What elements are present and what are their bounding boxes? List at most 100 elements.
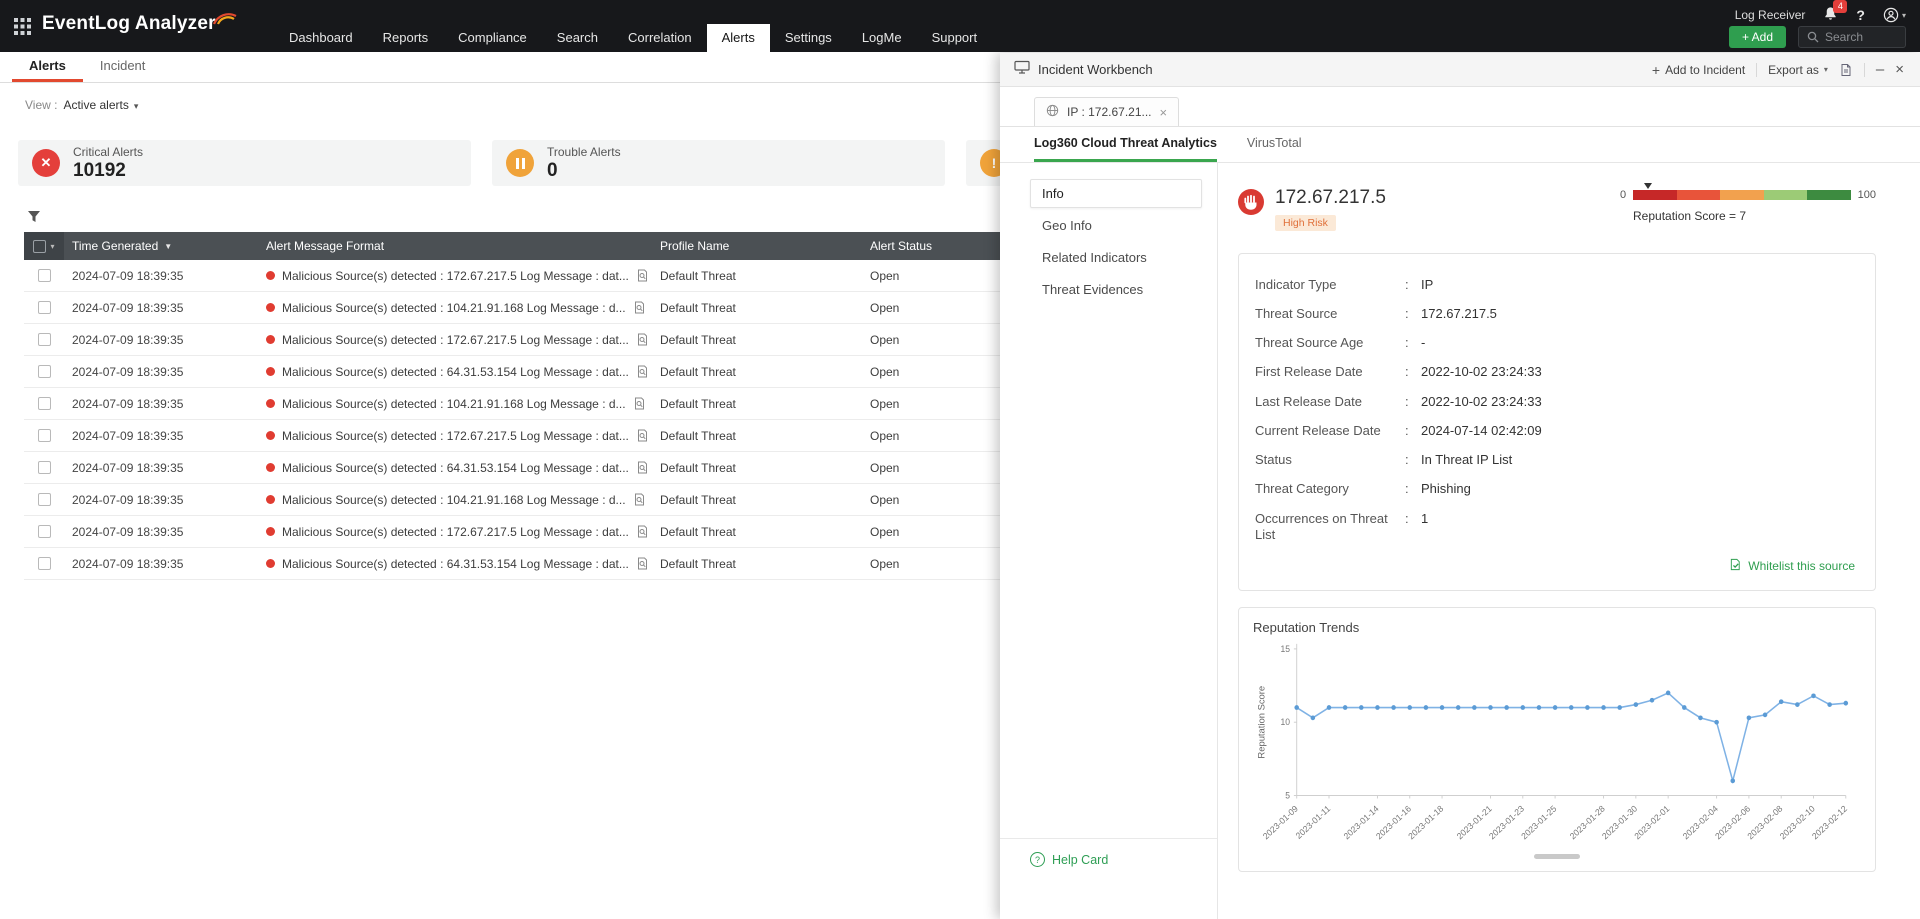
- notifications-bell-icon[interactable]: 4: [1823, 0, 1848, 24]
- select-all-checkbox[interactable]: [33, 239, 47, 253]
- cell-profile-name: Default Threat: [660, 460, 736, 475]
- nav-item-search[interactable]: Search: [556, 30, 598, 45]
- cell-profile-name: Default Threat: [660, 364, 736, 379]
- sidebar-item-info[interactable]: Info: [1030, 179, 1202, 208]
- alert-severity-dot: [266, 271, 275, 280]
- separator: [1756, 62, 1758, 77]
- export-file-icon[interactable]: [1839, 63, 1853, 77]
- nav-item-compliance[interactable]: Compliance: [458, 30, 527, 45]
- add-to-incident-button[interactable]: + Add to Incident: [1651, 61, 1746, 78]
- row-checkbox-cell: [24, 397, 64, 410]
- table-row[interactable]: 2024-07-09 18:39:35 Malicious Source(s) d…: [24, 420, 1920, 452]
- view-label: View :: [25, 98, 58, 112]
- view-selected[interactable]: Active alerts: [63, 98, 129, 112]
- stat-card-critical-alerts[interactable]: ✕ Critical Alerts 10192: [18, 140, 471, 186]
- scale-segment-2: [1720, 190, 1764, 200]
- row-checkbox[interactable]: [37, 301, 51, 314]
- stat-card-trouble-alerts[interactable]: Trouble Alerts 0: [492, 140, 945, 186]
- table-filter-icon[interactable]: [27, 210, 41, 228]
- table-row[interactable]: 2024-07-09 18:39:35 Malicious Source(s) d…: [24, 548, 1920, 580]
- incident-workbench-panel: Incident Workbench + Add to Incident Exp…: [1000, 53, 1920, 919]
- view-log-icon[interactable]: [636, 269, 649, 282]
- row-checkbox-cell: [24, 301, 64, 314]
- nav-item-logme[interactable]: LogMe: [861, 30, 902, 45]
- chart-scrollbar-thumb[interactable]: [1534, 853, 1580, 859]
- svg-text:15: 15: [1281, 643, 1291, 653]
- view-log-icon[interactable]: [633, 301, 646, 314]
- view-log-icon[interactable]: [636, 429, 649, 442]
- workbench-tabstrip: IP : 172.67.21... ×: [1000, 87, 1920, 127]
- table-row[interactable]: 2024-07-09 18:39:35 Malicious Source(s) d…: [24, 260, 1920, 292]
- sidebar-item-threat-evidences[interactable]: Threat Evidences: [1042, 282, 1144, 297]
- view-log-icon[interactable]: [636, 525, 649, 538]
- user-menu[interactable]: ▾: [1883, 7, 1906, 23]
- nav-item-settings[interactable]: Settings: [784, 30, 832, 45]
- row-checkbox[interactable]: [37, 269, 51, 282]
- row-checkbox[interactable]: [37, 525, 51, 538]
- nav-item-dashboard[interactable]: Dashboard: [289, 30, 353, 45]
- detail-label: First Release Date: [1255, 364, 1363, 380]
- sidebar-item-geo-info[interactable]: Geo Info: [1042, 218, 1092, 233]
- row-checkbox[interactable]: [37, 333, 51, 346]
- indicator-details-rows: Indicator Type: IP Threat Source:172.67.21…: [1255, 270, 1857, 550]
- cell-alert-message: Malicious Source(s) detected : 172.67.21…: [258, 269, 652, 283]
- minimize-icon[interactable]: –: [1875, 61, 1885, 78]
- nav-item-reports[interactable]: Reports: [382, 30, 429, 45]
- view-log-icon[interactable]: [633, 493, 646, 506]
- view-log-icon[interactable]: [636, 365, 649, 378]
- column-header-profile-name[interactable]: Profile Name: [660, 239, 730, 253]
- nav-item-alerts[interactable]: Alerts: [706, 24, 770, 52]
- subtab-log360-cloud-threat-analytics[interactable]: Log360 Cloud Threat Analytics: [1034, 127, 1217, 162]
- whitelist-source-link[interactable]: Whitelist this source: [1255, 550, 1857, 582]
- sidebar-item-related-indicators[interactable]: Related Indicators: [1042, 250, 1147, 265]
- row-checkbox[interactable]: [37, 429, 51, 442]
- help-card-link[interactable]: ? Help Card: [1030, 852, 1108, 867]
- view-log-icon[interactable]: [636, 333, 649, 346]
- app-grid-icon[interactable]: [14, 18, 31, 40]
- view-bar[interactable]: View : Active alerts ▾: [25, 98, 138, 112]
- row-checkbox[interactable]: [37, 461, 51, 474]
- row-checkbox[interactable]: [37, 365, 51, 378]
- row-checkbox[interactable]: [37, 397, 51, 410]
- svg-text:5: 5: [1285, 790, 1290, 800]
- nav-item-support[interactable]: Support: [931, 30, 978, 45]
- add-button[interactable]: + Add: [1728, 26, 1786, 48]
- table-row[interactable]: 2024-07-09 18:39:35 Malicious Source(s) d…: [24, 356, 1920, 388]
- row-checkbox[interactable]: [37, 557, 51, 570]
- detail-value: 172.67.217.5: [1421, 305, 1497, 321]
- column-header-alert-message-format[interactable]: Alert Message Format: [266, 239, 385, 253]
- table-row[interactable]: 2024-07-09 18:39:35 Malicious Source(s) d…: [24, 516, 1920, 548]
- alert-message-text: Malicious Source(s) detected : 104.21.91…: [282, 396, 626, 411]
- export-as-button[interactable]: Export as ▾: [1768, 62, 1828, 77]
- indicator-tab[interactable]: IP : 172.67.21... ×: [1034, 97, 1180, 126]
- tab-incident[interactable]: Incident: [99, 58, 146, 73]
- detail-colon: :: [1405, 481, 1409, 497]
- row-checkbox-cell: [24, 269, 64, 282]
- view-log-icon[interactable]: [636, 461, 649, 474]
- tab-alerts[interactable]: Alerts: [12, 52, 83, 82]
- select-menu-caret-icon[interactable]: ▾: [50, 241, 55, 251]
- view-log-icon[interactable]: [636, 557, 649, 570]
- alerts-table: ▾ Time Generated ▼ Alert Message Format Pro…: [24, 232, 1920, 580]
- table-row[interactable]: 2024-07-09 18:39:35 Malicious Source(s) d…: [24, 292, 1920, 324]
- view-log-icon[interactable]: [633, 397, 646, 410]
- search-input[interactable]: [1825, 30, 1897, 44]
- subtab-virustotal[interactable]: VirusTotal: [1246, 136, 1302, 150]
- column-header-time-generated[interactable]: Time Generated ▼: [72, 239, 173, 253]
- alert-message-text: Malicious Source(s) detected : 64.31.53.…: [282, 460, 629, 475]
- log-receiver-label[interactable]: Log Receiver: [1734, 8, 1806, 22]
- alert-severity-dot: [266, 431, 275, 440]
- reputation-scale-bar: [1633, 183, 1851, 200]
- nav-item-correlation[interactable]: Correlation: [628, 30, 692, 45]
- risk-badge: High Risk: [1275, 215, 1336, 231]
- table-row[interactable]: 2024-07-09 18:39:35 Malicious Source(s) d…: [24, 484, 1920, 516]
- column-header-alert-status[interactable]: Alert Status: [870, 239, 933, 253]
- close-icon[interactable]: ×: [1895, 61, 1904, 78]
- tab-close-icon[interactable]: ×: [1159, 104, 1168, 120]
- table-row[interactable]: 2024-07-09 18:39:35 Malicious Source(s) d…: [24, 452, 1920, 484]
- detail-label: Status: [1255, 452, 1292, 467]
- table-row[interactable]: 2024-07-09 18:39:35 Malicious Source(s) d…: [24, 388, 1920, 420]
- table-row[interactable]: 2024-07-09 18:39:35 Malicious Source(s) d…: [24, 324, 1920, 356]
- row-checkbox[interactable]: [37, 493, 51, 506]
- help-icon[interactable]: ?: [1856, 7, 1865, 23]
